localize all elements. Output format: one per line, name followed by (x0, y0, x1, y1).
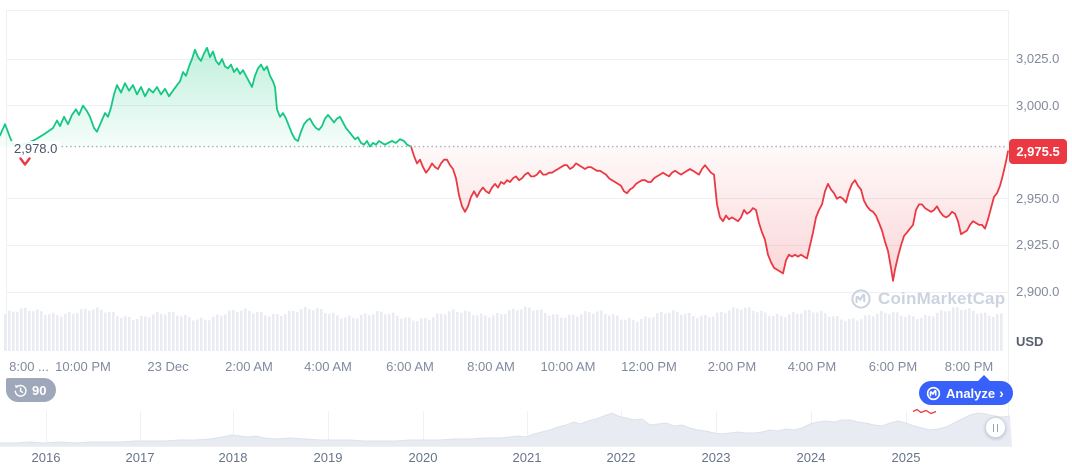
x-axis-label: 8:00 PM (944, 359, 994, 374)
x-axis-label: 8:00 AM (467, 359, 515, 374)
area-fill-down (411, 146, 1008, 281)
x-axis-label: 8:00 ... (9, 359, 49, 374)
navigator-chart[interactable] (0, 407, 1012, 447)
price-down-arrow-icon (19, 156, 31, 166)
analyze-button-label: Analyze (946, 385, 996, 401)
history-badge-value: 90 (32, 382, 47, 398)
x-axis-label: 10:00 PM (55, 359, 111, 374)
coinmarketcap-logo-icon (851, 289, 871, 309)
navigator-recent-red-tick (912, 408, 937, 415)
history-badge[interactable]: 90 (6, 378, 57, 402)
x-axis-label: 2:00 PM (707, 359, 757, 374)
navigator-year-label[interactable]: 2020 (408, 450, 438, 465)
history-clock-icon (14, 384, 27, 397)
navigator-year-label[interactable]: 2024 (796, 450, 826, 465)
x-axis-label: 23 Dec (147, 359, 189, 374)
x-axis-label: 12:00 PM (621, 359, 677, 374)
current-price-badge: 2,975.5 (1009, 138, 1067, 164)
y-axis-label: 2,950.0 (1016, 190, 1060, 206)
navigator-year-label[interactable]: 2017 (125, 450, 155, 465)
price-line-down (410, 145, 1009, 282)
x-axis-label: 2:00 AM (225, 359, 273, 374)
currency-unit-label[interactable]: USD (1016, 334, 1044, 349)
y-axis-label: 2,900.0 (1016, 284, 1060, 299)
coinmarketcap-logo-icon (926, 386, 941, 400)
chevron-right-icon: › (999, 385, 1004, 401)
x-axis-label: 4:00 AM (304, 359, 352, 374)
area-fill-up (0, 47, 411, 147)
navigator-year-label[interactable]: 2022 (606, 450, 636, 465)
x-axis-label: 4:00 PM (787, 359, 837, 374)
y-axis-label: 2,925.0 (1016, 237, 1060, 253)
x-axis-label: 6:00 AM (386, 359, 434, 374)
navigator-area (0, 413, 1012, 446)
navigator-year-label[interactable]: 2023 (701, 450, 731, 465)
navigator-year-label[interactable]: 2021 (512, 450, 542, 465)
volume-bars (4, 306, 1003, 351)
navigator-year-label[interactable]: 2025 (891, 450, 921, 465)
watermark-text: CoinMarketCap (878, 289, 1006, 308)
navigator-year-label[interactable]: 2018 (218, 450, 248, 465)
x-axis-label: 10:00 AM (540, 359, 596, 374)
navigator-drag-handle[interactable] (985, 417, 1006, 438)
analyze-button-pointer (977, 375, 991, 382)
y-axis-label: 3,025.0 (1016, 51, 1060, 66)
analyze-button[interactable]: Analyze › (919, 375, 1013, 405)
navigator-year-label[interactable]: 2016 (31, 450, 61, 465)
navigator-line (0, 412, 1011, 444)
navigator-year-label[interactable]: 2019 (313, 450, 343, 465)
baseline-price-label: 2,978.0 (11, 140, 61, 156)
price-line-up (0, 46, 412, 148)
y-axis-label: 3,000.0 (1016, 97, 1060, 113)
watermark: CoinMarketCap (850, 288, 1005, 310)
x-axis-label: 6:00 PM (868, 359, 918, 374)
